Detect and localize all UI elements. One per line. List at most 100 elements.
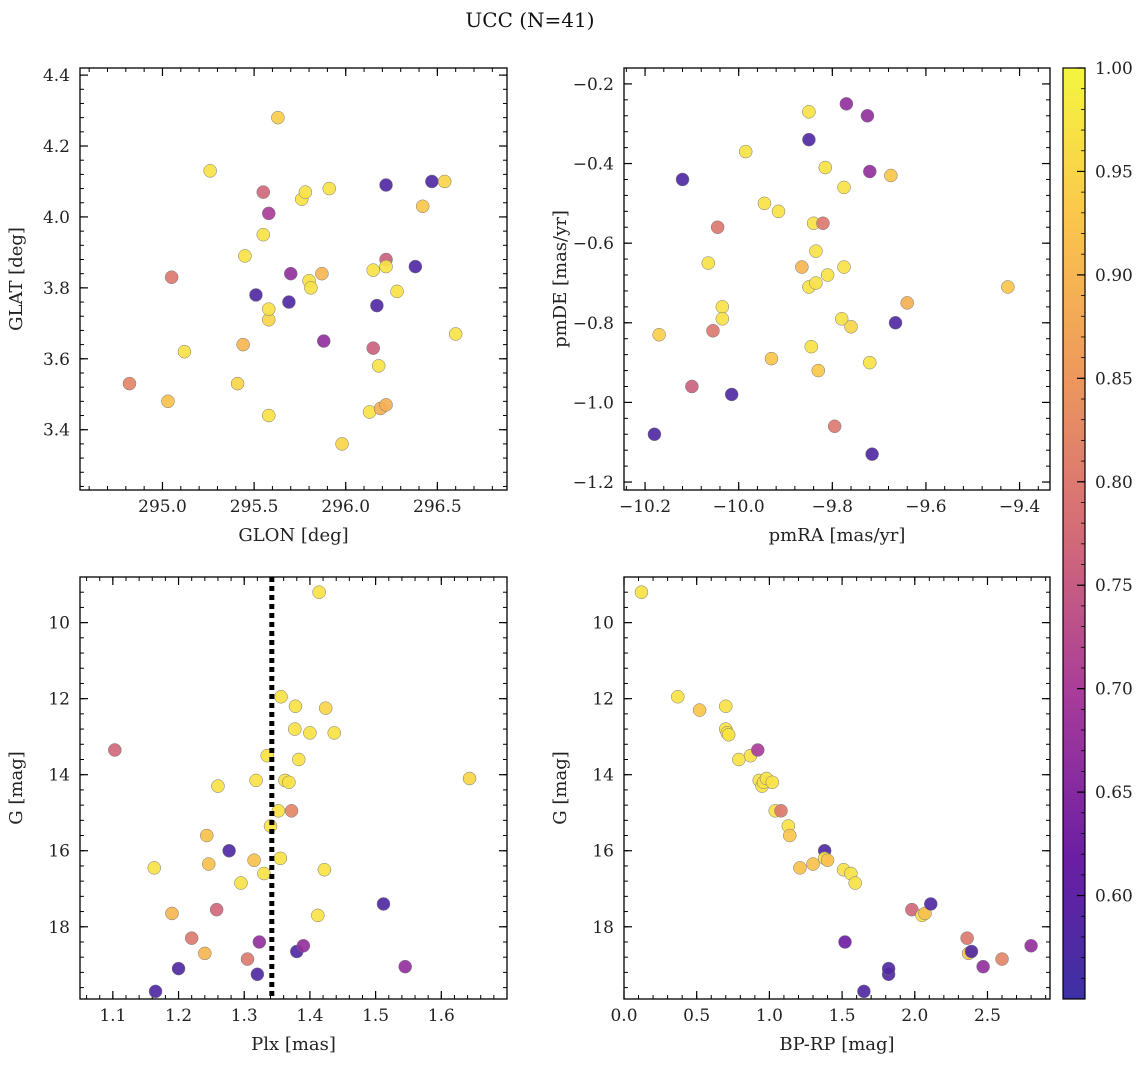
- data-point: [318, 701, 333, 715]
- data-point: [108, 743, 122, 757]
- data-point: [252, 935, 267, 949]
- y-axis-label: G [mag]: [6, 751, 27, 824]
- colorbar-frame: [1062, 67, 1086, 1000]
- y-axis-label: GLAT [deg]: [6, 227, 27, 331]
- colorbar-tick-label: 1.00: [1095, 59, 1133, 79]
- y-tick-label: 4.4: [43, 66, 70, 86]
- data-point: [865, 447, 879, 461]
- data-point: [271, 110, 285, 125]
- y-tick-label: 12: [592, 690, 614, 710]
- data-point: [366, 341, 380, 355]
- x-tick-label: 296.5: [413, 497, 462, 517]
- data-point: [230, 376, 245, 391]
- data-point: [715, 300, 730, 314]
- data-point: [671, 690, 685, 704]
- data-point: [379, 259, 393, 274]
- data-point: [274, 690, 288, 704]
- panel-plx-g: 1.1 1.2 1.3 1.4 1.5 1.6 10 12 14 16 18 Plx [mas] G […: [6, 576, 508, 1055]
- data-point: [371, 359, 386, 373]
- data-point: [262, 206, 276, 221]
- data-point: [782, 828, 797, 843]
- y-tick-label: −0.8: [573, 314, 614, 334]
- x-tick-label: 2.0: [901, 1006, 928, 1026]
- data-point: [634, 585, 649, 599]
- y-tick-label: 14: [48, 766, 70, 786]
- data-point: [765, 775, 780, 790]
- colorbar-tick-label: 0.90: [1095, 266, 1133, 286]
- data-point: [710, 220, 725, 234]
- data-point: [448, 327, 463, 341]
- y-tick-label: 18: [592, 918, 614, 938]
- data-point: [888, 316, 903, 330]
- y-tick-label: 16: [48, 842, 70, 862]
- data-point: [721, 728, 736, 742]
- data-point: [719, 699, 733, 714]
- data-point: [398, 959, 412, 974]
- data-point: [249, 773, 263, 788]
- colorbar-tick-label: 0.60: [1095, 887, 1133, 907]
- data-point: [304, 281, 318, 295]
- data-point: [462, 771, 477, 786]
- y-tick-label: −0.4: [573, 155, 614, 175]
- data-point: [249, 288, 263, 302]
- plot-frame: [79, 67, 508, 491]
- data-point: [802, 132, 816, 147]
- colorbar-tick-label: 0.80: [1095, 473, 1133, 493]
- x-tick-label: 0.0: [610, 1006, 637, 1026]
- colorbar-tick-label: 0.85: [1095, 369, 1133, 389]
- x-tick-label: −9.8: [812, 497, 853, 517]
- data-point: [211, 779, 225, 793]
- x-tick-label: 295.5: [230, 497, 279, 517]
- data-point: [222, 843, 236, 858]
- data-point: [685, 379, 699, 394]
- y-tick-label: 3.4: [43, 421, 70, 441]
- data-point: [652, 327, 666, 342]
- panel-glon-glat: 295.0 295.5 296.0 296.5 3.4 3.6 3.8 4.0 4.2 4.4 GL…: [6, 66, 508, 546]
- data-point: [820, 853, 835, 867]
- data-point: [732, 752, 746, 767]
- data-point: [804, 339, 819, 354]
- data-point: [164, 270, 179, 284]
- x-axis-label: Plx [mas]: [251, 1034, 336, 1055]
- data-point: [303, 726, 317, 740]
- data-point: [857, 984, 871, 999]
- data-point: [809, 276, 823, 290]
- colorbar-tick-label: 0.95: [1095, 162, 1133, 182]
- x-tick-label: 2.5: [974, 1006, 1001, 1026]
- data-point: [675, 172, 690, 187]
- data-point: [171, 961, 186, 976]
- data-point: [317, 862, 332, 877]
- x-tick-label: −9.6: [905, 497, 946, 517]
- colorbar-tick-label: 0.70: [1095, 680, 1133, 700]
- colorbar-tick-label: 0.75: [1095, 576, 1133, 596]
- data-point: [250, 967, 265, 982]
- data-point: [296, 939, 311, 953]
- data-point: [839, 97, 854, 111]
- data-point: [198, 946, 212, 961]
- data-point: [802, 105, 816, 119]
- data-point: [884, 168, 898, 183]
- data-point: [315, 266, 329, 281]
- y-tick-label: 4.2: [43, 137, 70, 157]
- data-point: [292, 752, 306, 767]
- data-point: [282, 295, 296, 309]
- data-point: [376, 897, 391, 911]
- data-point: [202, 857, 216, 871]
- figure-title: UCC (N=41): [465, 8, 594, 32]
- data-point: [816, 216, 830, 231]
- data-point: [256, 185, 271, 199]
- data-point: [809, 244, 823, 258]
- data-point: [820, 268, 835, 282]
- y-tick-label: −0.2: [573, 75, 614, 95]
- colorbar-gradient: [1063, 68, 1085, 999]
- x-tick-label: −9.4: [999, 497, 1040, 517]
- data-point: [827, 419, 842, 434]
- data-point: [177, 344, 192, 359]
- data-point: [240, 952, 255, 966]
- x-tick-label: 1.5: [362, 1006, 389, 1026]
- x-tick-label: 1.6: [428, 1006, 455, 1026]
- data-point: [837, 260, 851, 274]
- y-tick-label: 3.6: [43, 350, 70, 370]
- data-point: [257, 866, 271, 881]
- data-point: [838, 935, 852, 949]
